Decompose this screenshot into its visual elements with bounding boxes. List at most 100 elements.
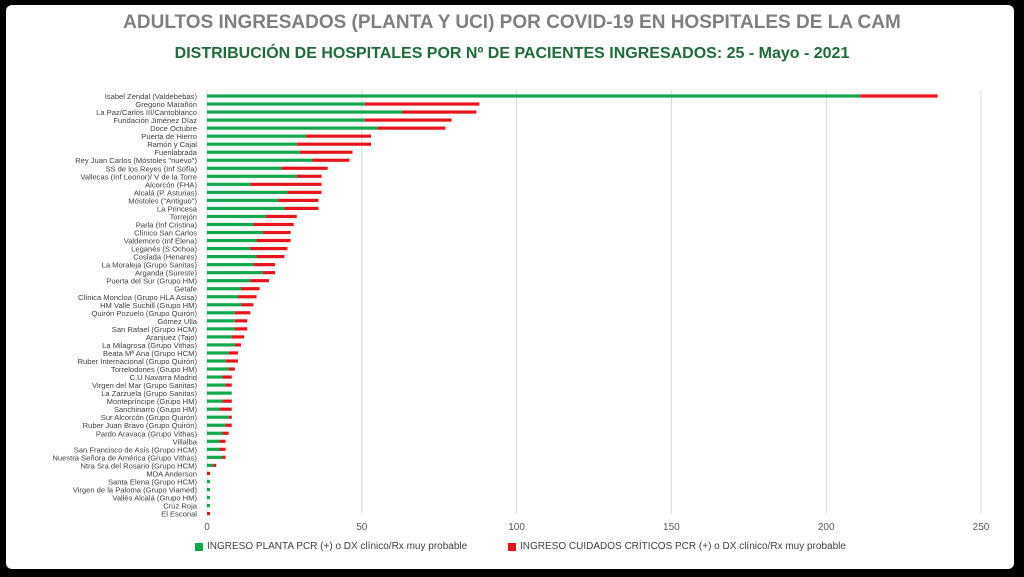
bar-uci — [312, 158, 350, 162]
category-label: Virgen del Mar (Grupo Sanitas) — [92, 381, 197, 390]
category-label: El Escorial — [161, 510, 197, 519]
category-label: Móstoles ("Antiguo") — [128, 196, 197, 205]
category-label: Santa Elena (Grupo HCM) — [108, 477, 198, 486]
bar-planta — [207, 303, 242, 307]
bar-planta — [207, 126, 378, 130]
bar-uci — [222, 399, 232, 403]
category-label: Ruber Juan Bravo (Grupo Quirón) — [83, 421, 198, 430]
bar-uci — [225, 423, 232, 427]
x-tick-label: 250 — [973, 522, 990, 533]
bar-uci — [219, 439, 226, 443]
bar-uci — [284, 206, 319, 211]
bar-uci — [250, 246, 288, 251]
category-label: Villalba — [173, 437, 198, 446]
bar-planta — [207, 399, 223, 403]
category-label: Gregorio Marañón — [135, 100, 197, 109]
x-tick-label: 0 — [204, 522, 210, 533]
bar-planta — [207, 455, 223, 459]
bar-uci — [402, 110, 477, 114]
bar-planta — [207, 158, 313, 162]
bar-planta — [207, 431, 223, 435]
bar-planta — [207, 407, 220, 411]
bar-planta — [207, 391, 232, 395]
page-title: ADULTOS INGRESADOS (PLANTA Y UCI) POR CO… — [123, 12, 901, 33]
bar-planta — [207, 255, 257, 259]
bar-planta — [207, 439, 220, 443]
bar-planta — [207, 343, 235, 347]
bar-planta — [207, 182, 251, 186]
bar-uci — [219, 447, 226, 451]
bar-uci — [228, 351, 238, 355]
category-label: Valdemoro (Inf Elena) — [124, 237, 198, 246]
bar-planta — [207, 214, 266, 219]
category-label: SS de los Reyes (Inf Sofía) — [105, 164, 197, 173]
bar-planta — [207, 295, 238, 299]
bar-uci — [262, 230, 291, 235]
bar-planta — [207, 375, 223, 379]
bar-planta — [207, 238, 257, 243]
bar-uci — [299, 150, 353, 154]
category-label: Puerta de Hierro — [141, 132, 197, 141]
bar-uci — [256, 238, 291, 243]
bar-uci — [234, 327, 248, 331]
category-label: Gómez Ulla — [157, 317, 197, 326]
category-label: Doce Octubre — [150, 124, 197, 133]
legend-label-planta: INGRESO PLANTA PCR (+) o DX clínico/Rx m… — [207, 541, 468, 552]
legend-item-planta: INGRESO PLANTA PCR (+) o DX clínico/Rx m… — [195, 541, 467, 552]
category-label: Nuestra Señora de América (Grupo Vithas) — [52, 453, 197, 462]
category-label: Alcalá (P. Asturias) — [134, 188, 198, 197]
bar-planta — [207, 311, 235, 315]
category-label: Ruber Internacional (Grupo Quirón) — [78, 357, 198, 366]
category-label: Clínica Moncloa (Grupo HLA Asisa) — [78, 293, 197, 302]
category-label: Isabel Zendal (Valdebebas) — [105, 92, 198, 101]
bar-planta — [207, 479, 211, 484]
x-tick-label: 100 — [508, 522, 525, 533]
bar-uci — [207, 471, 211, 476]
bar-planta — [207, 359, 226, 363]
category-label: Arganda (Sureste) — [135, 269, 198, 278]
bar-uci — [222, 431, 229, 435]
category-label: Aranjuez (Tajo) — [146, 333, 198, 342]
x-tick-label: 50 — [356, 522, 368, 533]
bar-planta — [207, 271, 263, 275]
bar-uci — [250, 182, 322, 186]
bar-planta — [207, 206, 285, 211]
chart-subtitle: DISTRIBUCIÓN DE HOSPITALES POR Nº DE PAC… — [174, 45, 850, 62]
bar-uci — [296, 174, 322, 178]
bar-uci — [364, 118, 452, 122]
category-label: Montepríncipe (Grupo HM) — [107, 397, 198, 406]
bar-planta — [207, 367, 229, 371]
category-label: San Rafael (Grupo HCM) — [112, 325, 198, 334]
bar-uci — [377, 126, 446, 130]
bar-planta — [207, 463, 214, 467]
bar-planta — [207, 503, 211, 508]
bar-planta — [207, 287, 242, 291]
bar-uci — [253, 222, 294, 227]
category-label: HM Valle Suchill (Grupo HM) — [100, 301, 197, 310]
category-label: C.U Navarra Madrid — [129, 373, 197, 382]
bar-uci — [262, 271, 276, 275]
bar-uci — [296, 142, 372, 146]
category-label: Quirón Pozuelo (Grupo Quirón) — [91, 309, 197, 318]
bar-uci — [219, 407, 232, 411]
category-label: Sur Alcorcón (Grupo Quirón) — [101, 413, 198, 422]
bar-planta — [207, 150, 300, 154]
bar-uci — [228, 367, 235, 371]
category-label: La Princesa — [157, 204, 198, 213]
category-label: Ntra Sra del Rosario (Grupo HCM) — [81, 461, 198, 470]
category-label: Clínico San Carlos — [134, 229, 197, 238]
legend-swatch-uci — [508, 542, 516, 551]
x-tick-label: 200 — [818, 522, 835, 533]
category-label: Leganés (S Ochoa) — [131, 245, 197, 254]
category-label: Fuenlabrada — [154, 148, 197, 157]
category-label: Pardo Aravaca (Grupo Vithas) — [96, 429, 198, 438]
bar-uci — [278, 198, 319, 202]
bar-planta — [207, 102, 365, 106]
legend-item-uci: INGRESO CUIDADOS CRÍTICOS PCR (+) o DX c… — [508, 541, 846, 552]
category-label: La Zarzuela (Grupo Sanitas) — [101, 389, 197, 398]
bar-planta — [207, 327, 235, 331]
category-label: La Paz/Carlos III/Cantoblanco — [96, 108, 197, 117]
bar-uci — [265, 214, 297, 219]
bar-uci — [241, 287, 260, 291]
bar-uci — [225, 383, 232, 387]
